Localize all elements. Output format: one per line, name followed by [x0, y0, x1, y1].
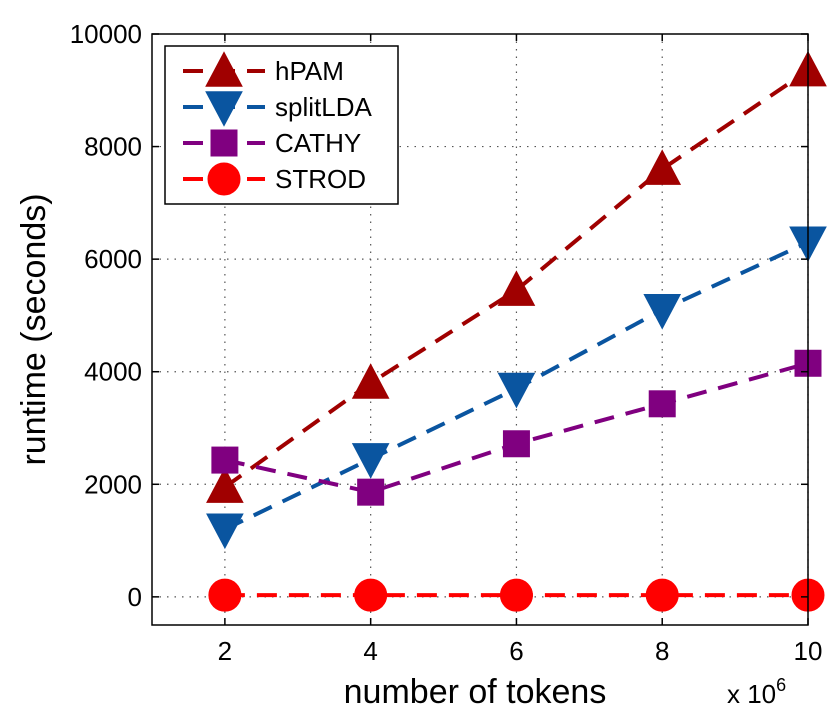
x-tick-label: 6: [509, 636, 523, 666]
data-point-splitLDA: [497, 372, 536, 409]
ticks: 2 4 6 8 10 0 2000 4000 6000 8000 10000: [70, 19, 823, 666]
y-tick-label: 0: [128, 582, 142, 612]
data-point-CATHY: [357, 478, 385, 506]
data-point-hPAM: [497, 270, 536, 306]
legend-item-splitLDA: splitLDA: [183, 91, 372, 127]
legend-label: CATHY: [275, 128, 361, 158]
series-CATHY: [211, 349, 822, 506]
y-tick-label: 6000: [84, 244, 142, 274]
data-point-hPAM: [643, 149, 682, 185]
data-point-CATHY: [648, 390, 676, 418]
data-point-splitLDA: [643, 294, 682, 330]
data-point-hPAM: [351, 363, 390, 399]
data-point-STROD: [499, 578, 533, 612]
y-axis-label: runtime (seconds): [15, 193, 53, 465]
data-point-STROD: [645, 578, 679, 612]
series-layer: [206, 50, 827, 612]
legend-label: splitLDA: [275, 92, 372, 122]
y-tick-label: 8000: [84, 132, 142, 162]
x-multiplier-base: x 10: [727, 679, 776, 709]
legend-marker: [210, 129, 238, 157]
data-point-splitLDA: [351, 443, 390, 479]
legend-item-hPAM: hPAM: [183, 51, 344, 87]
plot-frame: [151, 33, 809, 626]
y-tick-label: 2000: [84, 469, 142, 499]
legend-label: STROD: [275, 164, 366, 194]
y-tick-label: 4000: [84, 357, 142, 387]
legend-label: hPAM: [275, 56, 344, 86]
legend: hPAM splitLDA CATHY STROD: [164, 45, 399, 205]
legend-box: [164, 45, 399, 205]
x-tick-label: 4: [363, 636, 377, 666]
legend-marker: [205, 91, 243, 127]
data-point-CATHY: [502, 430, 530, 458]
series-STROD: [208, 578, 825, 612]
legend-marker: [207, 162, 241, 196]
data-point-CATHY: [211, 446, 239, 474]
x-axis-multiplier: x 106: [727, 675, 786, 709]
legend-item-CATHY: CATHY: [183, 128, 361, 158]
legend-item-STROD: STROD: [183, 162, 366, 196]
data-point-hPAM: [206, 467, 244, 503]
x-multiplier-exponent: 6: [776, 675, 786, 695]
x-tick-label: 10: [794, 636, 823, 666]
legend-marker: [205, 51, 243, 87]
x-tick-label: 8: [655, 636, 669, 666]
y-tick-label: 10000: [70, 19, 142, 49]
x-axis-label: number of tokens: [344, 673, 607, 711]
data-point-splitLDA: [206, 513, 244, 550]
data-point-STROD: [208, 578, 242, 612]
data-point-STROD: [354, 578, 388, 612]
x-tick-label: 2: [218, 636, 232, 666]
